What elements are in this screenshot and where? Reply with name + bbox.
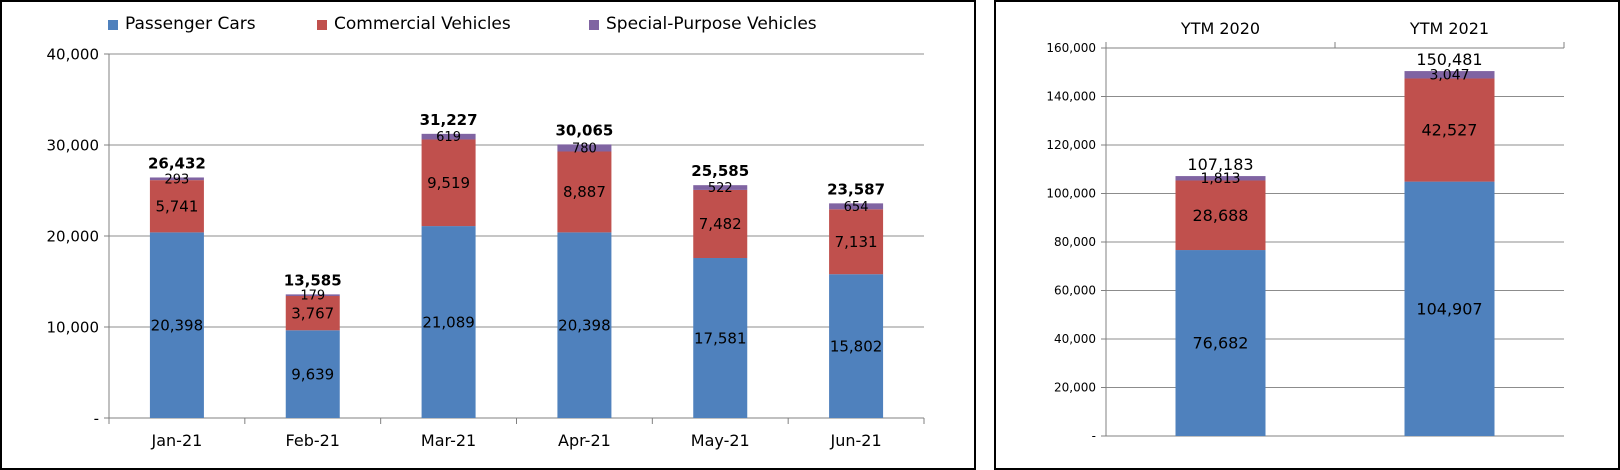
bar-special-purpose-vehicles xyxy=(1175,176,1266,181)
value-label-passenger-cars: 20,398 xyxy=(558,316,611,334)
y-tick-label: 80,000 xyxy=(1054,235,1096,249)
bar-commercial-vehicles xyxy=(829,209,884,275)
value-label-commercial-vehicles: 8,887 xyxy=(563,183,606,201)
x-category-label: Feb-21 xyxy=(286,431,340,450)
value-label-passenger-cars: 20,398 xyxy=(151,316,204,334)
bar-commercial-vehicles xyxy=(1175,180,1266,251)
monthly-sales-chart: -10,00020,00030,00040,00020,3985,7412932… xyxy=(47,14,925,450)
bar-special-purpose-vehicles xyxy=(693,185,748,190)
y-tick-label: 30,000 xyxy=(47,136,100,154)
legend-swatch-commercial-vehicles xyxy=(317,20,327,30)
value-label-commercial-vehicles: 7,131 xyxy=(835,233,878,251)
total-label: 107,183 xyxy=(1187,155,1253,174)
bar-commercial-vehicles xyxy=(557,151,612,233)
bar-commercial-vehicles xyxy=(1404,78,1495,182)
bar-special-purpose-vehicles xyxy=(557,144,612,152)
value-label-passenger-cars: 21,089 xyxy=(422,313,475,331)
y-tick-label: 100,000 xyxy=(1046,187,1096,201)
bar-special-purpose-vehicles xyxy=(149,177,204,181)
bar-special-purpose-vehicles xyxy=(285,294,340,297)
value-label-commercial-vehicles: 28,688 xyxy=(1193,206,1249,225)
total-label: 31,227 xyxy=(420,111,478,129)
value-label-commercial-vehicles: 3,767 xyxy=(291,304,334,322)
bar-passenger-cars xyxy=(693,258,748,418)
legend-label-special-purpose-vehicles: Special-Purpose Vehicles xyxy=(606,14,817,34)
bar-passenger-cars xyxy=(1175,250,1266,436)
x-category-label: YTM 2021 xyxy=(1409,19,1489,38)
value-label-special-purpose-vehicles: 1,813 xyxy=(1200,171,1240,187)
y-tick-label: 60,000 xyxy=(1054,284,1096,298)
value-label-special-purpose-vehicles: 3,047 xyxy=(1429,68,1469,84)
x-category-label: Mar-21 xyxy=(421,431,476,450)
value-label-commercial-vehicles: 42,527 xyxy=(1422,121,1478,140)
x-category-label: Apr-21 xyxy=(558,431,611,450)
bar-commercial-vehicles xyxy=(285,296,340,331)
value-label-special-purpose-vehicles: 654 xyxy=(844,200,869,215)
legend-label-commercial-vehicles: Commercial Vehicles xyxy=(334,14,511,34)
bar-commercial-vehicles xyxy=(693,189,748,259)
value-label-commercial-vehicles: 5,741 xyxy=(155,198,198,216)
bar-commercial-vehicles xyxy=(421,139,476,227)
value-label-passenger-cars: 104,907 xyxy=(1416,299,1482,318)
ytm-chart-panel: - 20,000 40,000 60,000 80,000 100,000 120,000 1… xyxy=(994,0,1620,470)
y-tick-label: 120,000 xyxy=(1046,138,1096,152)
value-label-passenger-cars: 76,682 xyxy=(1193,334,1249,353)
x-category-label: Jan-21 xyxy=(151,431,203,450)
bar-passenger-cars xyxy=(421,226,476,418)
legend-label-passenger-cars: Passenger Cars xyxy=(125,14,256,34)
bar-passenger-cars xyxy=(557,232,612,418)
monthly-chart-panel: -10,000 20,000 30,000 40,000 20,398 5,741 293 2… xyxy=(0,0,976,470)
bar-passenger-cars xyxy=(1404,181,1495,436)
total-label: 23,587 xyxy=(827,180,885,198)
y-tick-label: - xyxy=(94,409,99,427)
legend-swatch-special-purpose-vehicles xyxy=(589,20,599,30)
y-tick-label: 40,000 xyxy=(1054,332,1096,346)
value-label-special-purpose-vehicles: 619 xyxy=(436,130,461,145)
total-label: 25,585 xyxy=(691,162,749,180)
total-label: 150,481 xyxy=(1416,50,1482,69)
value-label-passenger-cars: 15,802 xyxy=(830,337,883,355)
y-tick-label: 10,000 xyxy=(47,318,100,336)
y-tick-label: 160,000 xyxy=(1046,41,1096,55)
value-label-special-purpose-vehicles: 293 xyxy=(165,172,190,187)
ytm-sales-chart: - 20,000 40,000 60,000 80,000 100,000 120,000 1… xyxy=(1046,19,1565,443)
value-label-passenger-cars: 17,581 xyxy=(694,329,747,347)
bar-passenger-cars xyxy=(285,330,340,418)
value-label-special-purpose-vehicles: 780 xyxy=(572,142,597,157)
y-tick-label: 20,000 xyxy=(47,227,100,245)
value-label-special-purpose-vehicles: 522 xyxy=(708,181,733,196)
y-tick-label: 140,000 xyxy=(1046,90,1096,104)
total-label: 13,585 xyxy=(284,271,342,289)
bar-passenger-cars xyxy=(149,232,204,418)
legend-swatch-passenger-cars xyxy=(108,20,118,30)
y-tick-label: 20,000 xyxy=(1054,381,1096,395)
bar-passenger-cars xyxy=(829,274,884,418)
value-label-passenger-cars: 9,639 xyxy=(291,365,334,383)
y-tick-label: - xyxy=(1092,429,1096,443)
value-label-commercial-vehicles: 7,482 xyxy=(699,215,742,233)
total-label: 26,432 xyxy=(148,154,206,172)
bar-special-purpose-vehicles xyxy=(829,203,884,210)
y-tick-label: 40,000 xyxy=(47,45,100,63)
bar-commercial-vehicles xyxy=(149,180,204,233)
x-category-label: Jun-21 xyxy=(830,431,882,450)
bar-special-purpose-vehicles xyxy=(421,133,476,140)
total-label: 30,065 xyxy=(555,121,613,139)
value-label-commercial-vehicles: 9,519 xyxy=(427,174,470,192)
x-category-label: YTM 2020 xyxy=(1180,19,1260,38)
bar-special-purpose-vehicles xyxy=(1404,71,1495,79)
value-label-special-purpose-vehicles: 179 xyxy=(300,289,325,304)
x-category-label: May-21 xyxy=(691,431,750,450)
